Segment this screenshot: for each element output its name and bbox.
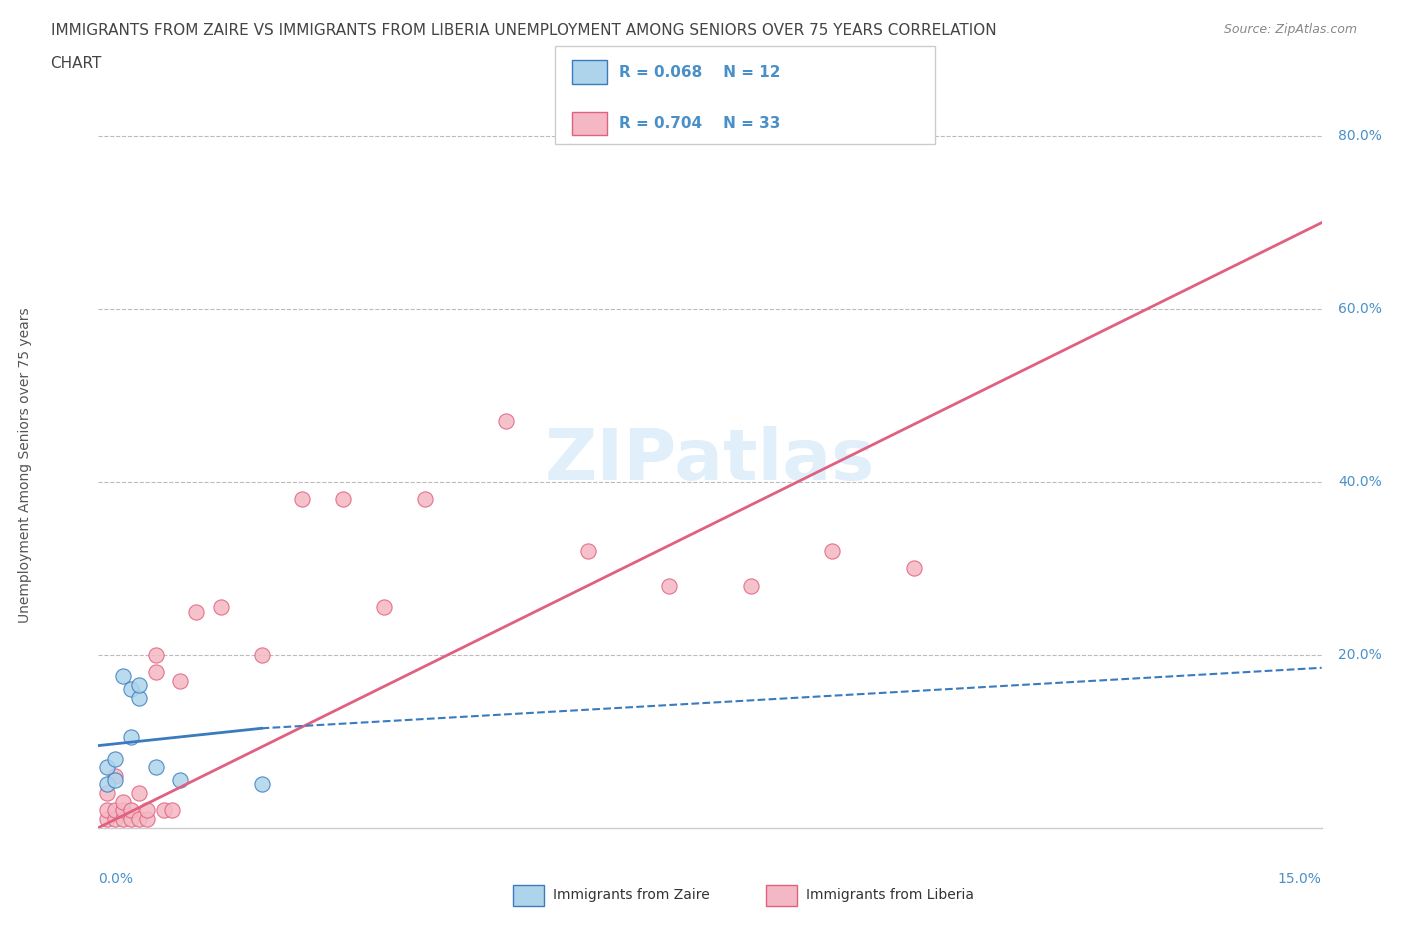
Text: CHART: CHART [51, 56, 103, 71]
Point [128, 812, 150, 827]
Point [903, 561, 925, 576]
Text: ZIPatlas: ZIPatlas [546, 426, 875, 495]
Point [373, 600, 395, 615]
Point [186, 604, 208, 619]
Point [291, 492, 314, 507]
Point [145, 665, 167, 680]
Point [96, 803, 118, 817]
Point [120, 682, 142, 697]
Point [104, 768, 127, 783]
Point [128, 678, 150, 693]
Point [658, 578, 681, 593]
Point [96, 786, 118, 801]
Point [128, 691, 150, 706]
Point [104, 812, 127, 827]
Point [104, 773, 127, 788]
Point [111, 794, 134, 809]
Text: 15.0%: 15.0% [1278, 871, 1322, 885]
Point [96, 777, 118, 792]
Text: 80.0%: 80.0% [1339, 129, 1382, 143]
Point [332, 492, 354, 507]
Point [250, 647, 273, 662]
Point [495, 414, 517, 429]
Point [136, 803, 159, 817]
Point [104, 803, 127, 817]
Point [209, 600, 232, 615]
Point [821, 544, 844, 559]
Text: IMMIGRANTS FROM ZAIRE VS IMMIGRANTS FROM LIBERIA UNEMPLOYMENT AMONG SENIORS OVER: IMMIGRANTS FROM ZAIRE VS IMMIGRANTS FROM… [51, 23, 997, 38]
Text: R = 0.068    N = 12: R = 0.068 N = 12 [619, 64, 780, 80]
Point [145, 647, 167, 662]
Point [413, 492, 436, 507]
Point [145, 760, 167, 775]
Text: 0.0%: 0.0% [98, 871, 134, 885]
Point [120, 812, 142, 827]
Point [740, 578, 762, 593]
Text: Immigrants from Zaire: Immigrants from Zaire [553, 887, 709, 902]
Text: Unemployment Among Seniors over 75 years: Unemployment Among Seniors over 75 years [18, 307, 32, 623]
Point [250, 777, 273, 792]
Point [128, 786, 150, 801]
Point [152, 803, 174, 817]
Point [96, 760, 118, 775]
Point [169, 773, 191, 788]
Point [169, 673, 191, 688]
Point [96, 812, 118, 827]
Text: Immigrants from Liberia: Immigrants from Liberia [806, 887, 973, 902]
Text: 40.0%: 40.0% [1339, 475, 1382, 489]
Text: 20.0%: 20.0% [1339, 648, 1382, 662]
Text: 60.0%: 60.0% [1339, 302, 1382, 316]
Point [160, 803, 183, 817]
Point [120, 803, 142, 817]
Text: Source: ZipAtlas.com: Source: ZipAtlas.com [1223, 23, 1357, 36]
Point [111, 803, 134, 817]
Point [111, 669, 134, 684]
Point [136, 812, 159, 827]
Point [111, 812, 134, 827]
Text: R = 0.704    N = 33: R = 0.704 N = 33 [619, 115, 780, 131]
Point [120, 729, 142, 744]
Point [104, 751, 127, 766]
Point [576, 544, 599, 559]
